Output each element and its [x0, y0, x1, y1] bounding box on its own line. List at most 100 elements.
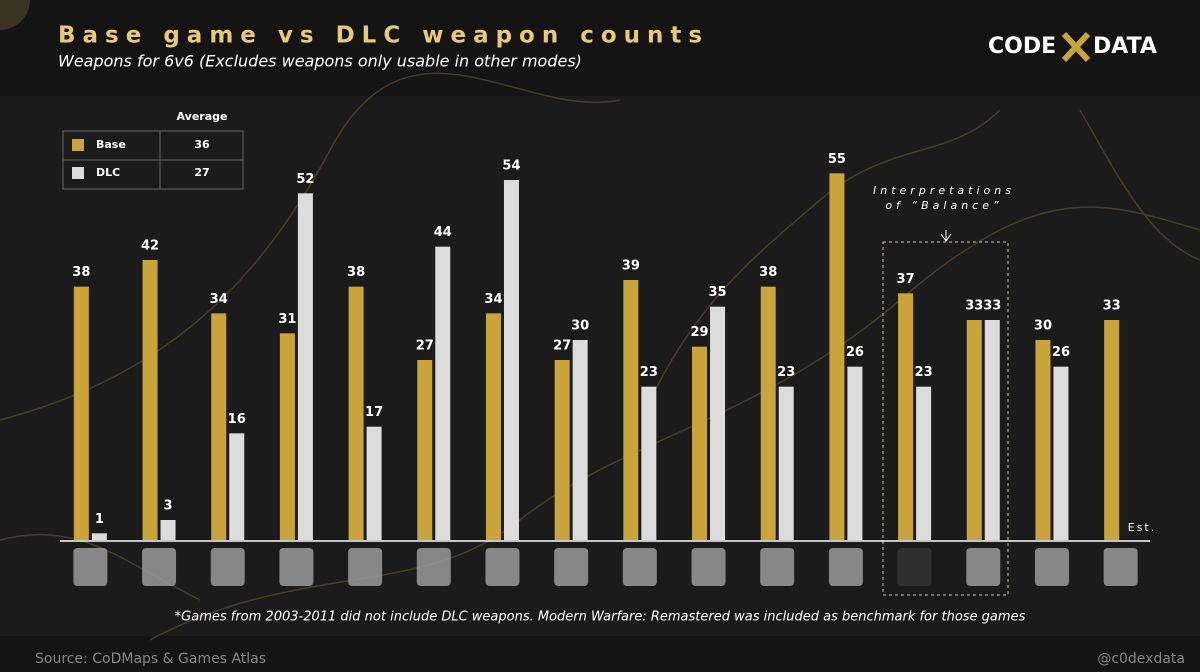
legend-swatch: [72, 167, 84, 179]
game-icon: [210, 548, 245, 586]
value-label: 38: [72, 265, 90, 280]
legend-header: Average: [177, 110, 228, 123]
bar: [348, 286, 364, 540]
bar: [760, 286, 776, 540]
bar: [91, 533, 107, 540]
value-label: 26: [846, 345, 864, 360]
value-label: 34: [210, 292, 228, 307]
value-label: 35: [708, 285, 726, 300]
legend-average: 27: [194, 166, 209, 179]
bar: [710, 306, 726, 540]
value-label: 44: [434, 225, 452, 240]
value-label: 38: [759, 265, 777, 280]
bar: [160, 520, 176, 540]
bar: [898, 293, 914, 540]
value-label: 30: [1034, 319, 1052, 334]
value-label: 34: [484, 292, 502, 307]
bar: [297, 193, 313, 541]
game-icon: [348, 548, 383, 586]
value-label: 30: [571, 319, 589, 334]
game-icon: [416, 548, 451, 586]
game-icon: [691, 548, 726, 586]
value-label: 29: [690, 325, 708, 340]
game-icon: [279, 548, 314, 586]
value-label: 33: [983, 299, 1001, 314]
value-label: 23: [640, 365, 658, 380]
bar: [572, 340, 588, 540]
value-label: 55: [828, 152, 846, 167]
logo-right: DATA: [1093, 34, 1157, 59]
bar: [641, 386, 657, 540]
bar: [485, 313, 501, 540]
bar: [279, 333, 295, 540]
game-icon: [485, 548, 520, 586]
value-label: 39: [622, 259, 640, 274]
legend-label: DLC: [96, 166, 120, 179]
footnote: *Games from 2003-2011 did not include DL…: [175, 610, 1026, 625]
bar: [778, 386, 794, 540]
bar: [503, 180, 519, 540]
bar: [417, 360, 433, 540]
game-icon: [1034, 548, 1069, 586]
bar: [554, 360, 570, 540]
legend-box: [62, 130, 244, 190]
game-icon: [142, 548, 177, 586]
value-label: 54: [502, 159, 520, 174]
annotation: of “Balance”: [885, 199, 1002, 212]
game-icon: [73, 548, 108, 586]
value-label: 42: [141, 239, 159, 254]
bar: [984, 320, 1000, 540]
bar: [847, 366, 863, 540]
bar: [829, 173, 845, 541]
value-label: 31: [278, 312, 296, 327]
logo-left: CODE: [988, 34, 1056, 59]
game-icon: [554, 548, 589, 586]
bar: [366, 426, 382, 540]
value-label: 27: [416, 339, 434, 354]
legend-label: Base: [96, 138, 126, 151]
chart-subtitle: Weapons for 6v6 (Excludes weapons only u…: [58, 52, 582, 71]
bar: [211, 313, 227, 540]
game-icon: [622, 548, 657, 586]
highlight-box: [882, 241, 1009, 596]
handle: @c0dexdata: [1097, 651, 1185, 667]
game-icon: [966, 548, 1001, 586]
value-label: 1: [95, 512, 104, 527]
bar: [142, 260, 158, 540]
value-label: 17: [365, 405, 383, 420]
chart-title: Base game vs DLC weapon counts: [58, 23, 709, 49]
game-icon: [828, 548, 863, 586]
bar: [229, 433, 245, 540]
estimate-label: Est.: [1128, 521, 1157, 534]
bar: [1035, 340, 1051, 540]
value-label: 37: [897, 272, 915, 287]
annotation-arrow: [940, 230, 952, 242]
value-label: 26: [1052, 345, 1070, 360]
annotation: Interpretations: [873, 184, 1015, 197]
value-label: 38: [347, 265, 365, 280]
value-label: 33: [1103, 299, 1121, 314]
value-label: 52: [296, 172, 314, 187]
value-label: 3: [164, 499, 173, 514]
value-label: 16: [228, 412, 246, 427]
bar: [916, 386, 932, 540]
bar: [73, 286, 89, 540]
value-label: 23: [777, 365, 795, 380]
value-label: 23: [915, 365, 933, 380]
bar: [623, 280, 639, 540]
corner-decoration: [0, 0, 30, 30]
game-icon: [760, 548, 795, 586]
marble-panel: [0, 96, 1200, 636]
legend-average: 36: [194, 138, 210, 151]
bar: [966, 320, 982, 540]
value-label: 33: [965, 299, 983, 314]
bar: [435, 246, 451, 540]
game-icon: [897, 548, 932, 586]
game-icon: [1103, 548, 1138, 586]
value-label: 27: [553, 339, 571, 354]
legend-swatch: [72, 139, 84, 151]
bar: [1053, 366, 1069, 540]
logo-x: [1061, 31, 1091, 63]
bar: [692, 346, 708, 540]
